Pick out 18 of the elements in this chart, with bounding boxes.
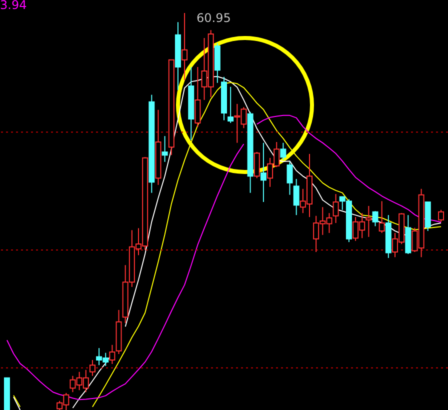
candlestick bbox=[182, 12, 188, 81]
candlestick bbox=[162, 136, 168, 162]
candlestick bbox=[366, 205, 372, 238]
candlestick bbox=[89, 359, 96, 376]
candlestick bbox=[260, 142, 266, 202]
candlestick bbox=[109, 344, 116, 364]
candlestick bbox=[228, 86, 234, 124]
candlestick bbox=[332, 194, 339, 224]
candlestick bbox=[293, 178, 300, 216]
candlestick bbox=[194, 66, 201, 128]
candlestick bbox=[280, 142, 286, 160]
candlestick bbox=[254, 151, 260, 179]
candlestick bbox=[286, 161, 293, 196]
annotation: 60.95 bbox=[196, 11, 231, 25]
text: 3.94 bbox=[0, 0, 27, 12]
candlestick bbox=[378, 200, 385, 234]
candlestick bbox=[372, 210, 378, 227]
candlestick bbox=[438, 209, 444, 222]
